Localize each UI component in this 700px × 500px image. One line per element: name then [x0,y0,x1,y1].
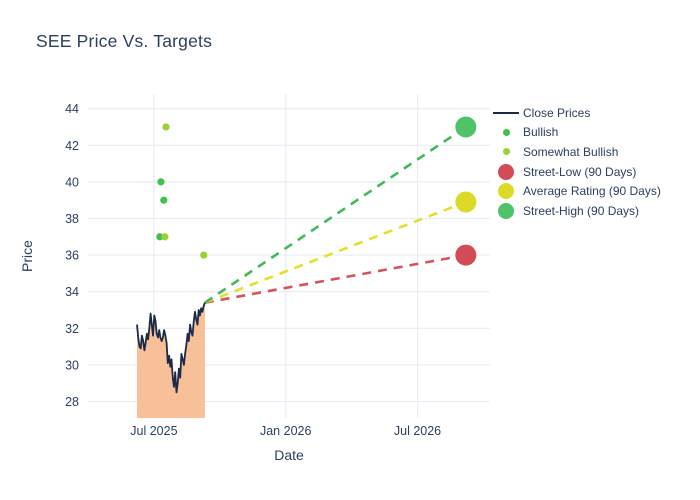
somewhat-bullish-dot-icon [492,148,520,156]
y-tick-label: 36 [65,249,79,263]
legend-item-close-prices[interactable]: Close Prices [492,103,661,123]
bullish-dot-icon [492,128,520,136]
legend-label: Street-Low (90 Days) [523,164,637,179]
x-tick-label: Jul 2025 [130,424,177,438]
close-price-line-group [136,302,206,394]
y-tick-label: 40 [65,175,79,189]
projection-line-average-rating [204,200,467,304]
target-circle-street-high [455,116,477,138]
y-axis-title: Price [19,240,35,272]
y-tick-label: 30 [65,358,79,372]
legend-item-street-high[interactable]: Street-High (90 Days) [492,201,661,221]
x-tick-label: Jan 2026 [260,424,311,438]
x-tick-label: Jul 2026 [394,424,441,438]
rating-dot-bullish [157,178,165,186]
axis-tick-labels: 28 30 32 34 36 38 40 42 44 Jul 2025 Jan 2026 Jul 20… [65,102,441,438]
target-markers [455,116,477,266]
legend-label: Bullish [523,125,559,140]
rating-dot-somewhat-bullish [161,233,169,241]
target-circle-average-rating [455,191,477,213]
rating-dot-bullish [156,233,164,241]
projection-lines [204,125,467,304]
average-rating-dot-icon [492,183,520,200]
legend: Close Prices Bullish Somewhat Bullish St… [492,103,661,221]
y-tick-label: 44 [65,102,79,116]
rating-dot-bullish [160,196,168,204]
legend-item-average-rating[interactable]: Average Rating (90 Days) [492,181,661,201]
rating-dots [156,123,208,259]
rating-dot-somewhat-bullish [162,123,170,131]
x-axis-title: Date [274,447,304,463]
legend-label: Average Rating (90 Days) [523,184,661,199]
rating-dot-somewhat-bullish [200,251,208,259]
legend-item-somewhat-bullish[interactable]: Somewhat Bullish [492,142,661,162]
close-prices-line-icon [492,111,520,115]
legend-item-bullish[interactable]: Bullish [492,123,661,143]
projection-line-street-high [204,125,467,304]
projection-line-street-low [204,253,467,304]
chart-title: SEE Price Vs. Targets [36,31,213,51]
y-tick-label: 32 [65,322,79,336]
close-price-line [136,302,206,394]
y-tick-label: 38 [65,212,79,226]
target-circle-street-low [455,244,477,266]
legend-label: Street-High (90 Days) [523,203,640,218]
y-tick-label: 34 [65,285,79,299]
y-tick-label: 28 [65,395,79,409]
legend-label: Somewhat Bullish [523,144,619,159]
legend-item-street-low[interactable]: Street-Low (90 Days) [492,162,661,182]
legend-label: Close Prices [523,105,591,120]
street-high-dot-icon [492,202,520,219]
street-low-dot-icon [492,163,520,180]
y-tick-label: 42 [65,139,79,153]
